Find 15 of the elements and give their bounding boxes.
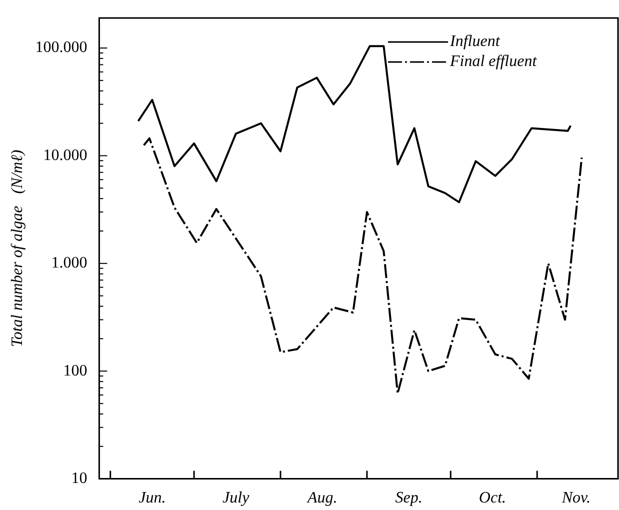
legend-label: Influent (449, 33, 500, 50)
y-axis-title: Total number of algae (N/mℓ) (8, 150, 26, 347)
legend-label: Final effluent (449, 53, 538, 70)
x-tick-label: July (222, 490, 250, 507)
x-tick-label: Sep. (395, 490, 422, 507)
y-tick-label: 100 (63, 362, 88, 380)
x-tick-label: Nov. (560, 490, 590, 507)
x-tick-label: Oct. (478, 490, 506, 507)
y-tick-label: 100.000 (35, 39, 88, 56)
y-tick-label: 10 (71, 470, 88, 488)
y-tick-label: 10.000 (43, 146, 88, 164)
line-series (142, 137, 583, 394)
y-tick-label: 1.000 (51, 254, 88, 272)
x-tick-label: Jun. (138, 490, 166, 507)
x-tick-label: Aug. (306, 490, 338, 507)
